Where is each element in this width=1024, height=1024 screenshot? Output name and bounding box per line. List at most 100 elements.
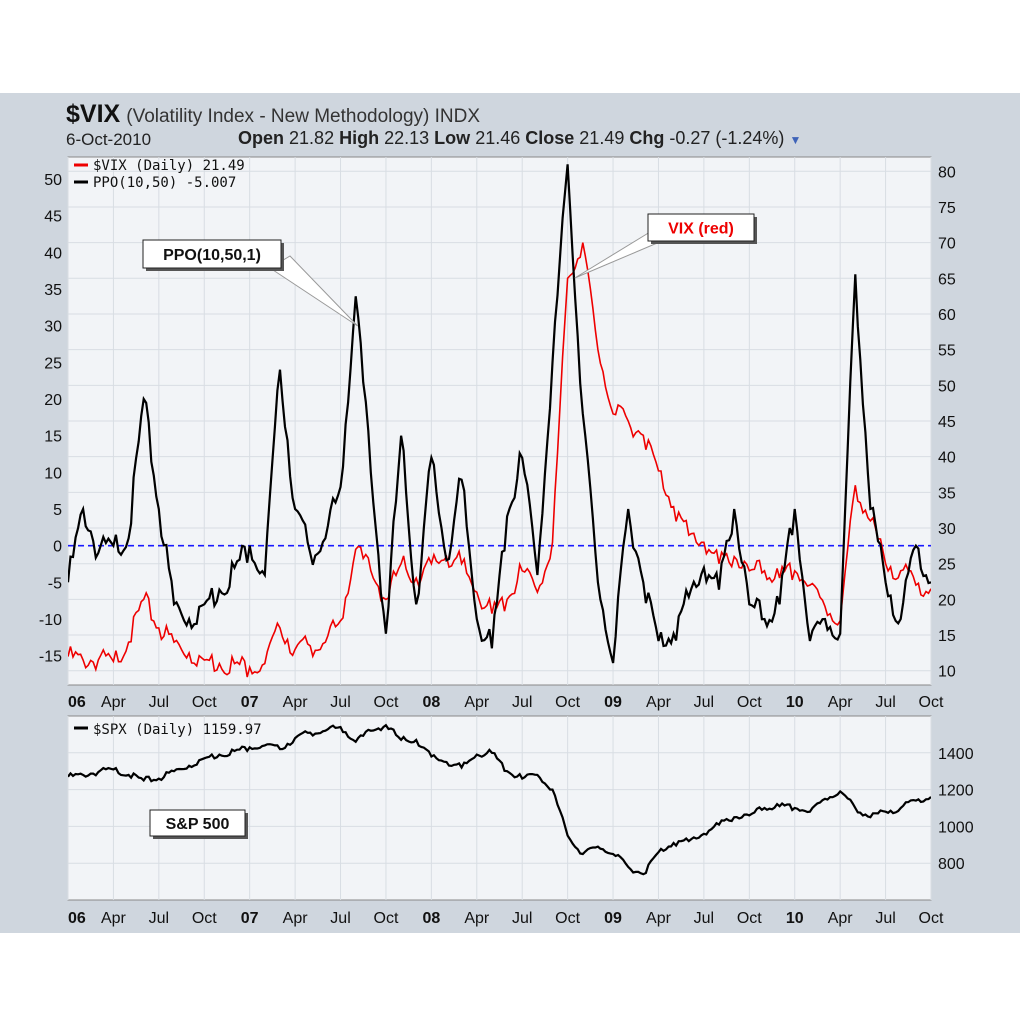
spx-y-tick-label: 1400 bbox=[938, 746, 974, 763]
spx-y-tick-label: 1200 bbox=[938, 783, 974, 800]
quote-date: 6-Oct-2010 bbox=[66, 130, 152, 149]
x-tick-label: 07 bbox=[241, 910, 259, 927]
left-y-tick-label: 35 bbox=[44, 282, 62, 299]
left-y-tick-label: 50 bbox=[44, 172, 62, 189]
callout-label: S&P 500 bbox=[166, 816, 230, 833]
legend-entry: PPO(10,50) -5.007 bbox=[93, 175, 236, 191]
x-tick-label: Oct bbox=[192, 694, 217, 711]
vix-series-line bbox=[68, 242, 931, 678]
left-y-tick-label: -15 bbox=[39, 649, 62, 666]
right-y-tick-label: 70 bbox=[938, 236, 956, 253]
spx-y-tick-label: 1000 bbox=[938, 819, 974, 836]
bottom-panel bbox=[67, 715, 932, 901]
x-tick-label: Apr bbox=[828, 694, 854, 711]
x-tick-label: 10 bbox=[786, 910, 804, 927]
left-y-tick-label: 45 bbox=[44, 209, 62, 226]
high-label: High bbox=[339, 128, 380, 148]
x-tick-label: Jul bbox=[512, 910, 532, 927]
symbol-description: (Volatility Index - New Methodology) IND… bbox=[126, 106, 481, 127]
x-tick-label: Oct bbox=[737, 910, 762, 927]
x-tick-label: Jul bbox=[149, 694, 169, 711]
left-y-tick-label: 0 bbox=[53, 539, 62, 556]
x-tick-label: Apr bbox=[646, 910, 672, 927]
x-tick-label: 08 bbox=[422, 910, 440, 927]
x-tick-label: Apr bbox=[101, 910, 127, 927]
x-tick-label: Jul bbox=[694, 910, 714, 927]
x-tick-label: Apr bbox=[283, 694, 309, 711]
x-tick-label: Oct bbox=[374, 694, 399, 711]
left-y-tick-label: 5 bbox=[53, 502, 62, 519]
x-tick-label: 08 bbox=[422, 694, 440, 711]
quote-summary: Open 21.82 High 22.13 Low 21.46 Close 21… bbox=[238, 128, 801, 149]
left-y-tick-label: 15 bbox=[44, 429, 62, 446]
x-tick-label: Jul bbox=[330, 694, 350, 711]
callout-label: PPO(10,50,1) bbox=[163, 247, 261, 264]
x-tick-label: 09 bbox=[604, 694, 622, 711]
open-value: 21.82 bbox=[289, 128, 335, 148]
chg-label: Chg bbox=[629, 128, 665, 148]
x-tick-label: Oct bbox=[737, 694, 762, 711]
low-label: Low bbox=[434, 128, 471, 148]
close-value: 21.49 bbox=[579, 128, 625, 148]
right-y-tick-label: 30 bbox=[938, 521, 956, 538]
right-y-tick-label: 50 bbox=[938, 378, 956, 395]
left-y-tick-label: 40 bbox=[44, 245, 62, 262]
x-tick-label: 09 bbox=[604, 910, 622, 927]
x-tick-label: Jul bbox=[875, 910, 895, 927]
left-y-tick-label: -5 bbox=[48, 575, 62, 592]
x-tick-label: Oct bbox=[555, 910, 580, 927]
x-tick-label: Jul bbox=[330, 910, 350, 927]
x-tick-label: Apr bbox=[464, 694, 490, 711]
right-y-tick-label: 80 bbox=[938, 164, 956, 181]
right-y-tick-label: 40 bbox=[938, 450, 956, 467]
x-tick-label: Jul bbox=[512, 694, 532, 711]
left-y-tick-label: 30 bbox=[44, 319, 62, 336]
left-y-tick-label: 25 bbox=[44, 355, 62, 372]
x-tick-label: Jul bbox=[875, 694, 895, 711]
x-tick-label: Oct bbox=[192, 910, 217, 927]
right-y-tick-label: 25 bbox=[938, 557, 956, 574]
x-tick-label: Jul bbox=[149, 910, 169, 927]
x-tick-label: Oct bbox=[919, 910, 944, 927]
right-y-tick-label: 55 bbox=[938, 343, 956, 360]
x-tick-label: Apr bbox=[828, 910, 854, 927]
x-tick-label: 07 bbox=[241, 694, 259, 711]
left-y-tick-label: 10 bbox=[44, 465, 62, 482]
open-label: Open bbox=[238, 128, 285, 148]
callout-label: VIX (red) bbox=[668, 221, 734, 238]
x-tick-label: Jul bbox=[694, 694, 714, 711]
x-tick-label: Oct bbox=[374, 910, 399, 927]
callout-box bbox=[647, 213, 755, 242]
ppo-series-line bbox=[68, 164, 931, 664]
right-y-tick-label: 45 bbox=[938, 414, 956, 431]
close-label: Close bbox=[525, 128, 575, 148]
right-y-tick-label: 75 bbox=[938, 200, 956, 217]
legend-entry: $VIX (Daily) 21.49 bbox=[93, 158, 245, 174]
x-tick-label: Apr bbox=[646, 694, 672, 711]
caret-down-icon[interactable]: ▼ bbox=[789, 133, 802, 147]
callout-box bbox=[149, 809, 246, 837]
legend-entry: $SPX (Daily) 1159.97 bbox=[93, 722, 262, 738]
x-tick-label: Apr bbox=[464, 910, 490, 927]
x-tick-label: 10 bbox=[786, 694, 804, 711]
x-tick-label: 06 bbox=[68, 694, 86, 711]
x-tick-label: Apr bbox=[283, 910, 309, 927]
right-y-tick-label: 65 bbox=[938, 271, 956, 288]
x-tick-label: Oct bbox=[555, 694, 580, 711]
symbol: $VIX bbox=[66, 100, 121, 128]
x-tick-label: Oct bbox=[919, 694, 944, 711]
right-y-tick-label: 60 bbox=[938, 307, 956, 324]
callout-box bbox=[142, 239, 282, 269]
low-value: 21.46 bbox=[475, 128, 521, 148]
x-tick-label: Apr bbox=[101, 694, 127, 711]
spx-y-tick-label: 800 bbox=[938, 856, 965, 873]
right-y-tick-label: 15 bbox=[938, 628, 956, 645]
right-y-tick-label: 20 bbox=[938, 592, 956, 609]
spx-series-line bbox=[68, 723, 931, 876]
left-y-tick-label: 20 bbox=[44, 392, 62, 409]
x-tick-label: 06 bbox=[68, 910, 86, 927]
left-y-tick-label: -10 bbox=[39, 612, 62, 629]
right-y-tick-label: 35 bbox=[938, 485, 956, 502]
right-y-tick-label: 10 bbox=[938, 664, 956, 681]
